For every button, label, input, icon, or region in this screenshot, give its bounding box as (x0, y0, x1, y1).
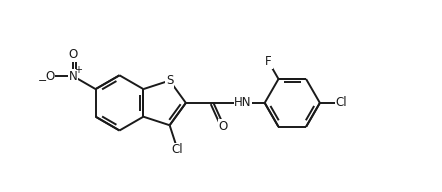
Text: Cl: Cl (336, 96, 347, 109)
Text: O: O (45, 70, 54, 83)
Text: +: + (74, 65, 82, 75)
Text: O: O (219, 120, 228, 133)
Text: HN: HN (234, 96, 252, 109)
Text: −: − (38, 76, 48, 86)
Text: O: O (69, 48, 78, 61)
Text: Cl: Cl (172, 143, 183, 156)
Text: F: F (265, 55, 272, 68)
Text: N: N (69, 70, 78, 83)
Text: S: S (166, 74, 173, 87)
